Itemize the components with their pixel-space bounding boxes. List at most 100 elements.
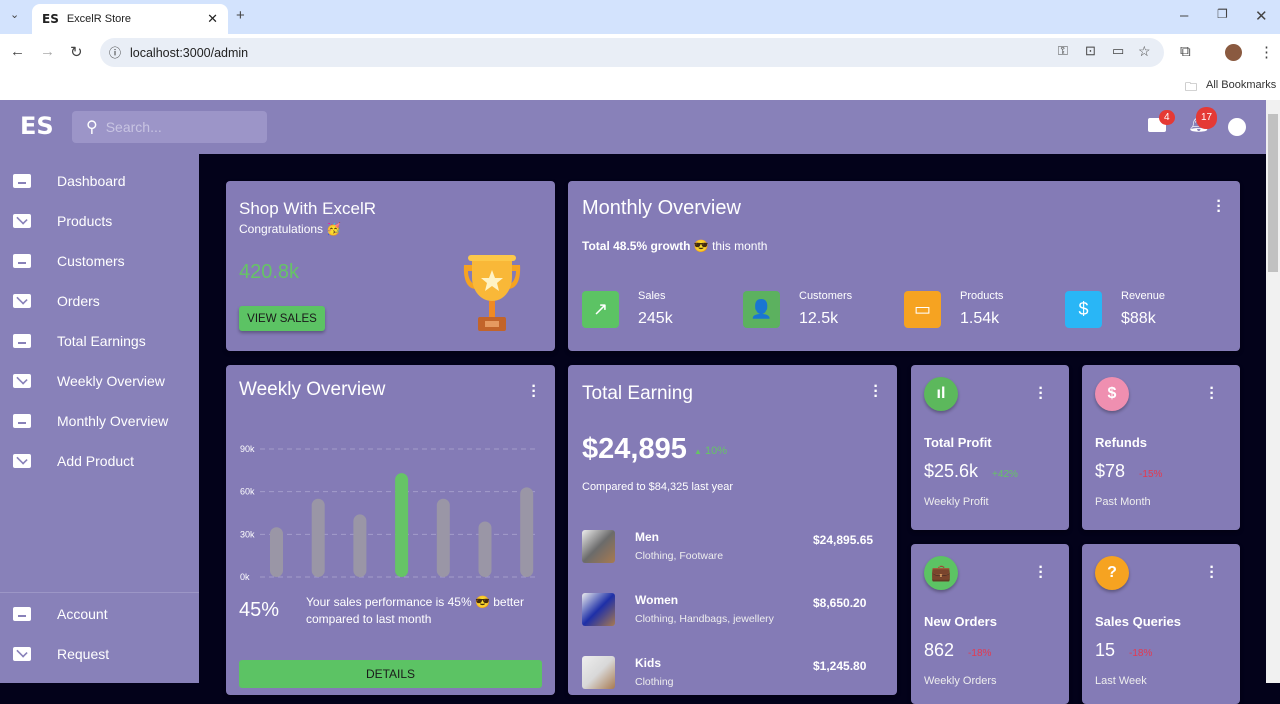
mail-icon (13, 454, 31, 468)
sidebar-item-request[interactable]: Request (0, 634, 199, 674)
tab-list-icon[interactable]: ⌄ (10, 9, 20, 21)
bell-icon[interactable]: 🔔︎ 17 (1188, 107, 1218, 133)
bar-1 (270, 527, 283, 577)
browser-toolbar: ← → ↻ ⓘ localhost:3000/admin ⚿ ⊡ ▭ ☆ ⧉ ⋮ (0, 34, 1280, 72)
account-icon[interactable] (1228, 118, 1246, 136)
bar-7 (520, 487, 534, 577)
sales-icon: ↗ (582, 291, 619, 328)
restore-icon[interactable]: ❐ (1217, 7, 1228, 21)
sidebar-item-customers[interactable]: Customers (0, 241, 199, 281)
sidebar-item-dashboard[interactable]: Dashboard (0, 161, 199, 201)
sidebar-item-label: Account (57, 606, 108, 622)
card-title: Total Profit (924, 435, 992, 450)
sidebar-item-label: Total Earnings (57, 333, 146, 349)
sidebar-item-add-product[interactable]: Add Product (0, 441, 199, 481)
sidebar-item-total-earnings[interactable]: Total Earnings (0, 321, 199, 361)
products-icon: ▭ (904, 291, 941, 328)
stat-value: 245k (638, 310, 673, 327)
shop-card: Shop With ExcelR Congratulations 🥳 420.8… (226, 181, 555, 351)
category-amount: $24,895.65 (813, 533, 874, 547)
mail-icon (13, 374, 31, 388)
card-value: $25.6k (924, 461, 979, 481)
scrollbar-thumb[interactable] (1268, 114, 1278, 272)
browser-tab-bar: ⌄ ES ExcelR Store ✕ + – ❐ ✕ (0, 0, 1280, 34)
category-amount: $8,650.20 (813, 596, 867, 610)
more-options-icon[interactable]: · · · (873, 378, 879, 405)
close-tab-icon[interactable]: ✕ (207, 11, 218, 26)
search-input[interactable]: ⚲ Search... (72, 111, 267, 143)
revenue-icon: $ (1065, 291, 1102, 328)
category-name: Women (635, 593, 679, 607)
sales-queries-icon: ? (1095, 556, 1129, 590)
app-logo[interactable]: ES (20, 112, 54, 140)
sidebar-item-orders[interactable]: Orders (0, 281, 199, 321)
card-value: 15 (1095, 640, 1116, 660)
more-options-icon[interactable]: · · · (1216, 193, 1222, 220)
more-options-icon[interactable]: · · · (1209, 559, 1215, 586)
category-name: Kids (635, 656, 662, 670)
bar-3 (353, 514, 367, 577)
shop-value: 420.8k (239, 261, 300, 283)
stat-label: Revenue (1121, 290, 1166, 302)
extensions-icon[interactable]: ⧉ (1180, 43, 1191, 60)
minimize-icon[interactable]: – (1180, 7, 1189, 24)
sidebar-item-weekly-overview[interactable]: Weekly Overview (0, 361, 199, 401)
bookmarks-bar: 🗀 All Bookmarks (0, 72, 1280, 100)
new-tab-icon[interactable]: + (236, 7, 245, 24)
install-icon[interactable]: ⊡ (1085, 43, 1096, 58)
menu-icon[interactable]: ⋮ (1259, 44, 1274, 61)
card-title: New Orders (924, 614, 997, 629)
mail-icon[interactable]: 4 (1148, 110, 1175, 132)
back-icon[interactable]: ← (10, 43, 25, 60)
more-options-icon[interactable]: · · · (1209, 380, 1215, 407)
page-scrollbar[interactable] (1266, 100, 1280, 683)
sidebar-item-label: Dashboard (57, 173, 126, 189)
mail-icon (13, 647, 31, 661)
profile-avatar[interactable] (1225, 44, 1242, 61)
forward-icon[interactable]: → (40, 43, 55, 60)
card-subtitle: Weekly Orders (924, 675, 997, 687)
sidebar-item-label: Customers (57, 253, 125, 269)
browser-tab[interactable]: ES ExcelR Store ✕ (32, 4, 228, 34)
total-profit-icon: ıl (924, 377, 958, 411)
sidebar-item-monthly-overview[interactable]: Monthly Overview (0, 401, 199, 441)
growth-suffix: 😎 this month (693, 239, 768, 253)
view-sales-button[interactable]: VIEW SALES (239, 306, 325, 331)
y-tick-label: 0k (240, 572, 250, 582)
card-title: Refunds (1095, 435, 1147, 450)
new-orders-icon: 💼 (924, 556, 958, 590)
refunds-card: $ · · · Refunds $78 -15% Past Month (1082, 365, 1240, 530)
weekly-text: Your sales performance is 45% 😎 better c… (306, 595, 524, 626)
reload-icon[interactable]: ↻ (70, 44, 83, 61)
site-info-icon[interactable]: ⓘ (109, 46, 122, 60)
earning-amount: $24,895 (582, 433, 687, 465)
sidebar-item-products[interactable]: Products (0, 201, 199, 241)
card-icon[interactable]: ▭ (1112, 43, 1125, 58)
y-tick-label: 30k (240, 529, 255, 539)
up-arrow-icon: ▲ (694, 447, 702, 456)
earning-compare: Compared to $84,325 last year (582, 481, 734, 493)
bookmark-star-icon[interactable]: ☆ (1138, 43, 1151, 59)
more-options-icon[interactable]: · · · (1038, 559, 1044, 586)
category-name: Men (635, 530, 659, 544)
growth-text: Total 48.5% growth (582, 239, 691, 253)
sidebar-item-label: Request (57, 646, 110, 662)
earning-change: 10% (704, 445, 728, 457)
more-options-icon[interactable]: · · · (531, 378, 537, 405)
key-icon[interactable]: ⚿ (1058, 43, 1068, 58)
card-change: -15% (1139, 469, 1163, 480)
address-bar[interactable]: ⓘ localhost:3000/admin ⚿ ⊡ ▭ ☆ (100, 38, 1164, 67)
sidebar-item-label: Weekly Overview (57, 373, 165, 389)
category-desc: Clothing, Footware (635, 550, 724, 562)
card-subtitle: Weekly Profit (924, 496, 989, 508)
more-options-icon[interactable]: · · · (1038, 380, 1044, 407)
close-window-icon[interactable]: ✕ (1255, 8, 1268, 25)
card-change: -18% (1129, 648, 1153, 659)
card-subtitle: Past Month (1095, 496, 1151, 508)
folder-icon: 🗀 (1185, 80, 1198, 94)
details-button[interactable]: DETAILS (239, 660, 542, 688)
sidebar-item-account[interactable]: Account (0, 594, 199, 634)
all-bookmarks[interactable]: All Bookmarks (1206, 79, 1277, 91)
mail-icon (13, 294, 31, 308)
monthly-overview-card: Monthly Overview · · · Total 48.5% growth … (568, 181, 1240, 351)
